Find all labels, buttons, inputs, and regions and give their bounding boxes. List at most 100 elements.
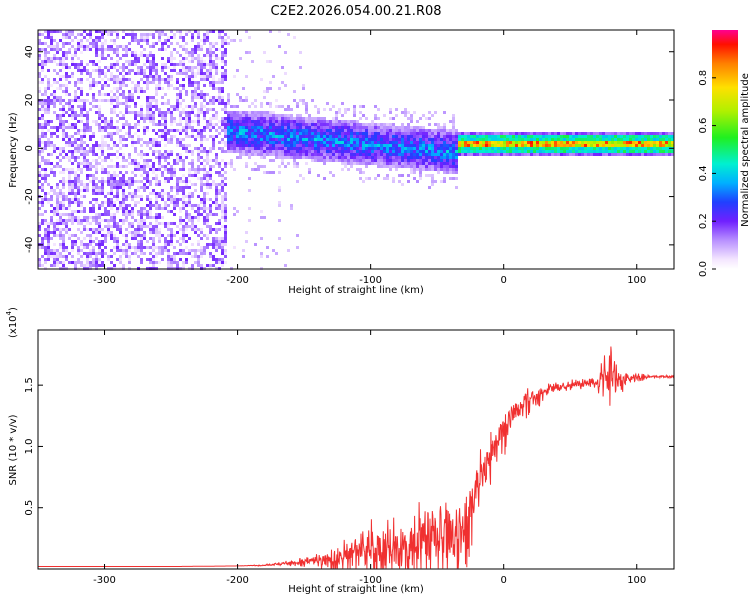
spectrogram-cell [224,183,227,186]
spectrogram-cell [254,243,257,246]
spectrogram-cell [293,138,296,141]
spectrogram-cell [365,123,368,126]
spectrogram-cell [152,168,155,171]
spectrogram-cell [128,195,131,198]
spectrogram-cell [191,195,194,198]
spectrogram-cell [113,66,116,69]
spectrogram-cell [194,105,197,108]
spectrogram-cell [83,126,86,129]
spectrogram-cell [107,93,110,96]
spectrogram-cell [287,126,290,129]
spectrogram-cell [44,51,47,54]
spectrogram-cell [461,138,464,141]
spectrogram-cell [122,177,125,180]
spectrogram-cell [134,33,137,36]
spectrogram-cell [143,129,146,132]
spectrogram-cell [173,168,176,171]
spectrogram-cell [245,111,248,114]
colorbar: 0.00.20.40.60.8 Normalized spectral ampl… [698,30,750,277]
spectrogram-cell [503,150,506,153]
spectrogram-cell [134,126,137,129]
spectrogram-cell [164,48,167,51]
spectrogram-cell [113,213,116,216]
spectrogram-cell [122,114,125,117]
spectrogram-cell [128,255,131,258]
spectrogram-cell [185,240,188,243]
spectrogram-cell [47,144,50,147]
spectrogram-cell [434,180,437,183]
spectrogram-cell [116,54,119,57]
spectrogram-cell [125,228,128,231]
spectrogram-cell [170,51,173,54]
spectrogram-cell [83,108,86,111]
spectrogram-cell [344,132,347,135]
spectrogram-cell [245,150,248,153]
spectrogram-cell [56,186,59,189]
spectrogram-cell [215,96,218,99]
spectrogram-cell [191,99,194,102]
spectrogram-cell [47,123,50,126]
spectrogram-cell [68,198,71,201]
spectrogram-cell [68,123,71,126]
spectrogram-cell [437,123,440,126]
spectrogram-cell [113,180,116,183]
spectrogram-cell [212,135,215,138]
spectrogram-cell [488,150,491,153]
spectrogram-cell [38,48,41,51]
spectrogram-cell [140,144,143,147]
spectrogram-cell [125,219,128,222]
spectrogram-cell [377,147,380,150]
spectrogram-cell [188,54,191,57]
spectrogram-cell [620,141,623,144]
spectrogram-cell [164,123,167,126]
spectrogram-cell [128,177,131,180]
spectrogram-cell [341,132,344,135]
spectrogram-cell [404,132,407,135]
spectrogram-cell [263,165,266,168]
spectrogram-cell [143,225,146,228]
spectrogram-cell [389,159,392,162]
spectrogram-cell [236,150,239,153]
spectrogram-cell [62,147,65,150]
spectrogram-cell [152,144,155,147]
spectrogram-cell [299,174,302,177]
spectrogram-cell [185,105,188,108]
spectrogram-cell [98,243,101,246]
spectrogram-cell [647,150,650,153]
spectrogram-cell [404,114,407,117]
spectrogram-cell [95,84,98,87]
spectrogram-cell [362,132,365,135]
spectrogram-cell [74,156,77,159]
spectrogram-cell [227,36,230,39]
spectrogram-cell [173,171,176,174]
spectrogram-cell [476,153,479,156]
spectrogram-cell [119,78,122,81]
spectrogram-cell [56,228,59,231]
spectrogram-cell [437,165,440,168]
spectrogram-cell [422,147,425,150]
spectrogram-cell [224,129,227,132]
spectrogram-cell [182,174,185,177]
spectrogram-cell [71,201,74,204]
spectrogram-cell [542,138,545,141]
spectrogram-cell [305,123,308,126]
spectrogram-cell [173,207,176,210]
spectrogram-cell [47,159,50,162]
spectrogram-cell [494,138,497,141]
spectrogram-cell [152,225,155,228]
spectrogram-cell [389,144,392,147]
spectrogram-cell [386,177,389,180]
spectrogram-cell [206,180,209,183]
spectrogram-cell [557,132,560,135]
spectrogram-cell [662,153,665,156]
spectrogram-cell [59,252,62,255]
spectrogram-cell [107,84,110,87]
spectrogram-cell [188,171,191,174]
spectrogram-cell [95,120,98,123]
spectrogram-cell [194,228,197,231]
spectrogram-cell [323,150,326,153]
spectrogram-cell [113,111,116,114]
spectrogram-cell [440,129,443,132]
spectrogram-cell [377,153,380,156]
spectrogram-cell [71,156,74,159]
